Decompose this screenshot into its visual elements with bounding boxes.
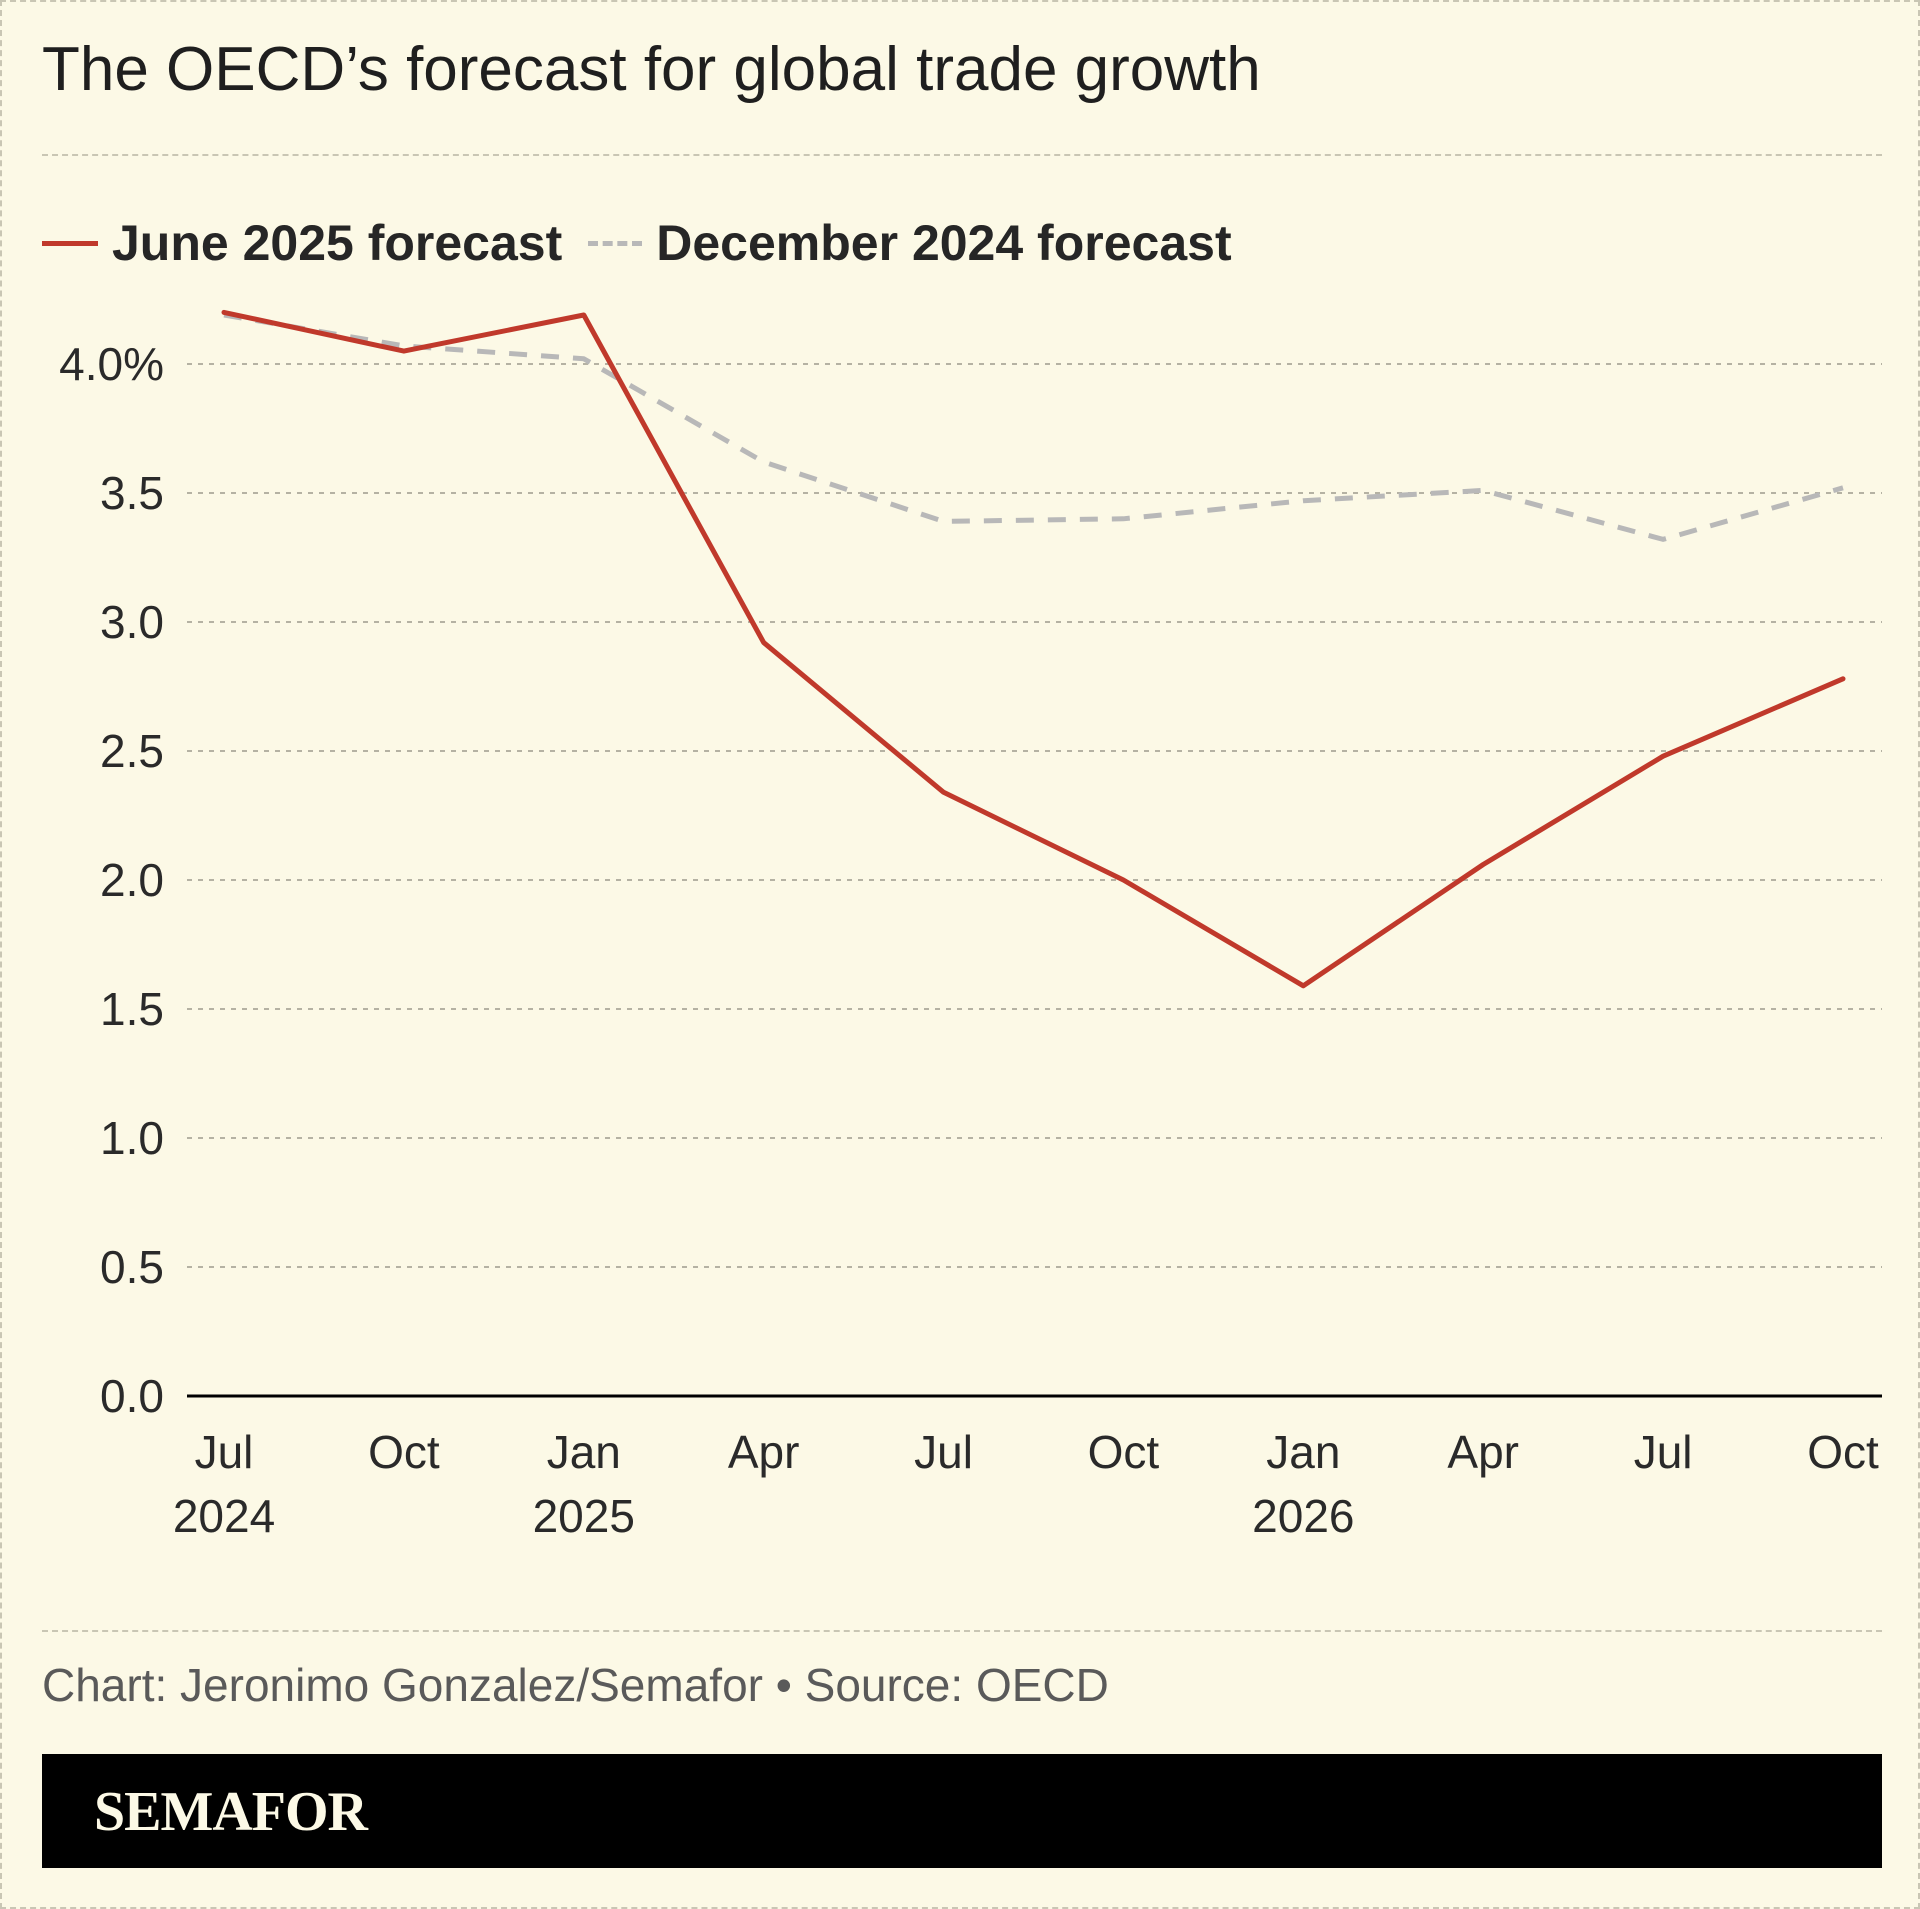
y-tick-label: 2.0 [100,854,164,906]
y-tick-label: 3.0 [100,596,164,648]
legend-label-june: June 2025 forecast [112,215,563,271]
x-tick-label: Apr [1447,1426,1519,1478]
x-tick-label: Jan [547,1426,621,1478]
y-tick-label: 0.5 [100,1241,164,1293]
footer-bar: SEMAFOR [42,1754,1882,1868]
legend-item-december: December 2024 forecast [588,214,1232,272]
chart-title: The OECD’s forecast for global trade gro… [42,35,1261,104]
legend-swatch-december [588,240,643,246]
y-tick-label: 4.0% [59,338,164,390]
y-tick-label: 1.5 [100,983,164,1035]
x-tick-year-label: 2026 [1252,1490,1354,1542]
x-tick-year-label: 2024 [173,1490,275,1542]
legend: June 2025 forecast December 2024 forecas… [42,214,1232,272]
x-tick-label: Oct [1088,1426,1160,1478]
y-tick-label: 3.5 [100,467,164,519]
legend-label-december: December 2024 forecast [656,215,1232,271]
bottom-divider [42,1630,1882,1632]
legend-item-june: June 2025 forecast [42,214,562,272]
x-tick-label: Jan [1266,1426,1340,1478]
y-tick-label: 1.0 [100,1112,164,1164]
legend-swatch-june [42,240,98,246]
x-tick-label: Apr [728,1426,800,1478]
x-tick-label: Oct [368,1426,440,1478]
series-line-december-2024 [223,312,1844,542]
top-divider [42,154,1882,156]
x-tick-label: Oct [1807,1426,1879,1478]
y-tick-label: 2.5 [100,725,164,777]
line-chart: 0.0 0.5 1.0 1.5 2.0 2.5 3.0 3.5 4.0% Jul 2024 Oct Ja… [59,309,1882,1542]
x-tick-label: Jul [1634,1426,1693,1478]
semafor-logo: SEMAFOR [94,1781,368,1843]
x-tick-year-label: 2025 [533,1490,635,1542]
x-tick-label: Jul [914,1426,973,1478]
series-line-june-2025 [221,309,1846,989]
y-tick-label: 0.0 [100,1370,164,1422]
source-credit: Chart: Jeronimo Gonzalez/Semafor • Sourc… [42,1659,1109,1711]
x-tick-label: Jul [195,1426,254,1478]
